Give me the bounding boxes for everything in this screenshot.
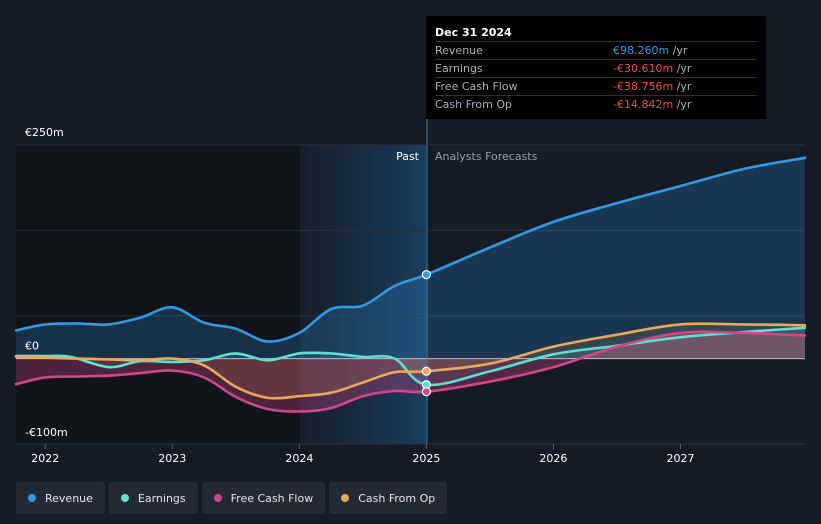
tooltip-unit: /yr: [676, 98, 692, 111]
x-tick-label: 2027: [666, 452, 694, 465]
data-tooltip: Dec 31 2024 Revenue €98.260m /yr Earning…: [426, 16, 766, 119]
past-label: Past: [396, 150, 420, 163]
marker-revenue: [421, 270, 431, 280]
x-tick-label: 2026: [539, 452, 567, 465]
legend-label: Free Cash Flow: [230, 491, 314, 505]
tooltip-value: -€38.756m: [613, 80, 674, 93]
x-axis-labels: 2022 2023 2024 2025 2026 2027: [31, 444, 694, 465]
area-revenue: [16, 157, 805, 359]
y-tick-label: €0: [25, 340, 39, 353]
y-tick-label: -€100m: [25, 426, 68, 439]
forecast-label: Analysts Forecasts: [435, 150, 538, 163]
tooltip-row-free-cash-flow: Free Cash Flow -€38.756m /yr: [435, 77, 757, 95]
tooltip-unit: /yr: [676, 62, 692, 75]
y-axis-labels: €250m €0 -€100m: [25, 126, 68, 439]
tooltip-label: Free Cash Flow: [435, 80, 518, 93]
marker-cash-from-op: [421, 366, 431, 376]
series-markers: [421, 270, 431, 397]
line-free-cash-flow: [14, 330, 807, 413]
tooltip-row-revenue: Revenue €98.260m /yr: [435, 41, 757, 59]
line-cash-from-op: [14, 322, 807, 400]
tooltip-label: Earnings: [435, 62, 483, 75]
tooltip-value: €98.260m: [613, 44, 670, 57]
legend-dot-icon: [28, 494, 36, 502]
series-lines: [14, 156, 807, 413]
legend-dot-icon: [341, 494, 350, 502]
legend-item-cash-from-op[interactable]: Cash From Op: [329, 482, 448, 514]
legend-label: Earnings: [137, 491, 186, 505]
legend-item-revenue[interactable]: Revenue: [16, 482, 105, 514]
legend-item-earnings[interactable]: Earnings: [108, 482, 198, 514]
area-cash-from-op: [16, 323, 805, 399]
tooltip-unit: /yr: [676, 80, 692, 93]
x-tick-label: 2024: [285, 452, 313, 465]
tooltip-label: Cash From Op: [435, 98, 513, 111]
tooltip-row-earnings: Earnings -€30.610m /yr: [435, 59, 757, 77]
legend-label: Cash From Op: [358, 491, 436, 505]
y-tick-label: €250m: [25, 126, 64, 139]
legend-dot-icon: [120, 494, 129, 502]
tooltip-label: Revenue: [435, 44, 483, 57]
chart: €250m €0 -€100m 2022 2023 2024 2025 2026 2027 P…: [14, 119, 807, 465]
gridlines: [16, 144, 805, 445]
legend-dot-icon: [213, 494, 222, 502]
tooltip-unit: /yr: [672, 44, 688, 57]
marker-free-cash-flow: [421, 387, 431, 397]
chart-legend: Revenue Earnings Free Cash Flow Cash Fro…: [16, 482, 448, 514]
legend-item-free-cash-flow[interactable]: Free Cash Flow: [201, 482, 326, 514]
x-tick-label: 2022: [31, 452, 59, 465]
line-revenue: [14, 156, 807, 343]
tooltip-value: -€30.610m: [613, 62, 674, 75]
tooltip-row-cash-from-op: Cash From Op -€14.842m /yr: [435, 95, 757, 113]
legend-label: Revenue: [45, 491, 93, 505]
x-tick-label: 2023: [158, 452, 186, 465]
x-tick-label: 2025: [412, 452, 440, 465]
tooltip-value: -€14.842m: [613, 98, 674, 111]
tooltip-date: Dec 31 2024: [435, 26, 512, 39]
